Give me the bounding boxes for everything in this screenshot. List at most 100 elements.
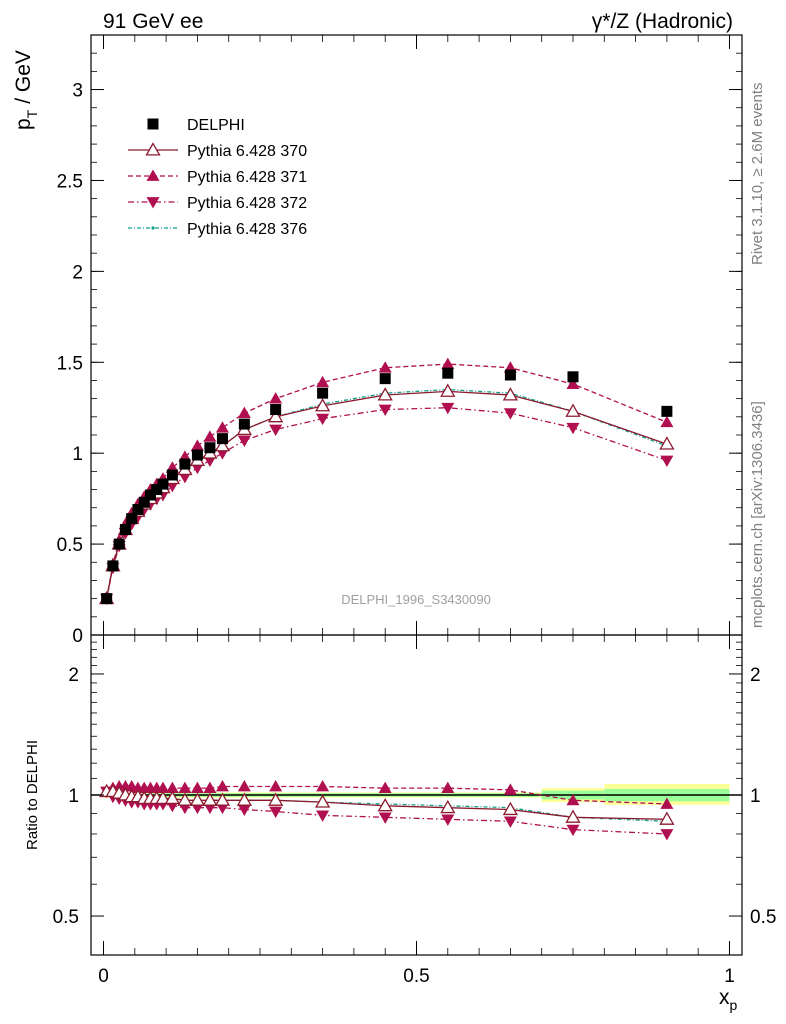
ratio-point-p371-9 xyxy=(156,781,170,794)
point-p372-20 xyxy=(503,408,517,420)
ratio-ytick-label-left-1: 1 xyxy=(68,786,79,807)
series-line-p371 xyxy=(106,363,668,599)
ratio-series-p370 xyxy=(99,783,675,825)
ratio-point-p370-10 xyxy=(164,790,180,805)
legend-entry-p370: Pythia 6.428 370 xyxy=(128,142,307,160)
ratio-panel-series xyxy=(99,779,675,841)
point-p372-22 xyxy=(660,455,674,467)
xlabel-symbol: x xyxy=(719,986,730,1009)
ratio-point-p371-11 xyxy=(178,781,192,794)
ratio-point-p370-17 xyxy=(314,794,331,808)
point-p371-14 xyxy=(215,421,229,433)
point-p372-15 xyxy=(237,435,251,447)
point-data-20 xyxy=(504,369,516,381)
point-data-3 xyxy=(119,524,131,536)
legend-marker-p370 xyxy=(145,142,161,156)
ratio-point-p372-20 xyxy=(503,816,517,828)
legend-label-p370: Pythia 6.428 370 xyxy=(187,143,307,160)
legend-marker-p372 xyxy=(146,197,160,209)
ratio-point-p371-18 xyxy=(378,781,392,794)
point-data-5 xyxy=(132,504,144,516)
legend-label-p376: Pythia 6.428 376 xyxy=(187,221,307,238)
ratio-point-p370-15 xyxy=(236,792,252,806)
point-p372-17 xyxy=(316,413,330,426)
ratio-point-p371-15 xyxy=(237,779,251,792)
ratio-ytick-label-right-1: 1 xyxy=(750,786,761,807)
series-p376 xyxy=(105,387,669,601)
legend-label-data: DELPHI xyxy=(187,117,245,134)
point-data-11 xyxy=(179,458,191,470)
x-axis-label: xp xyxy=(719,986,738,1013)
ratio-point-p372-16 xyxy=(269,806,283,818)
ratio-point-p371-19 xyxy=(441,781,455,794)
point-data-16 xyxy=(270,404,282,416)
legend-label-p372: Pythia 6.428 372 xyxy=(187,195,307,212)
point-p371-22 xyxy=(660,415,674,428)
point-data-4 xyxy=(126,513,138,525)
series-p370 xyxy=(99,383,675,605)
main-ytick-label-0: 0 xyxy=(72,626,83,647)
point-p371-17 xyxy=(316,375,330,388)
point-data-18 xyxy=(379,373,391,385)
analysis-id-label: DELPHI_1996_S3430090 xyxy=(341,592,491,607)
point-p371-15 xyxy=(237,406,251,419)
main-ytick-label-1: 0.5 xyxy=(57,535,83,556)
legend-entry-p371: Pythia 6.428 371 xyxy=(128,169,307,186)
point-data-7 xyxy=(144,489,156,501)
ratio-point-p371-20 xyxy=(503,783,517,795)
series-data xyxy=(101,367,673,605)
point-p370-21 xyxy=(565,403,581,417)
ratio-point-p370-20 xyxy=(502,801,519,816)
point-data-9 xyxy=(157,478,169,490)
ratio-point-p371-10 xyxy=(165,781,179,794)
point-p370-14 xyxy=(214,438,231,452)
ratio-line-p376 xyxy=(106,790,667,822)
point-data-12 xyxy=(191,449,203,461)
ratio-point-p370-16 xyxy=(268,792,284,806)
point-data-1 xyxy=(107,560,119,572)
svg-text:pT/ GeV: pT / GeV xyxy=(12,50,40,130)
series-line-p372 xyxy=(106,407,668,599)
main-ylabel-unit: / GeV xyxy=(12,50,35,104)
ratio-point-p372-17 xyxy=(316,810,330,822)
ratio-ytick-label-right-0: 0.5 xyxy=(750,907,776,928)
point-data-19 xyxy=(442,367,454,379)
xtick-label-1: 0.5 xyxy=(403,966,429,987)
series-p372 xyxy=(100,402,674,606)
ratio-point-p370-12 xyxy=(189,792,206,806)
main-ylabel-subscript: T xyxy=(24,109,40,118)
ratio-ytick-label-right-2: 2 xyxy=(750,665,761,686)
point-p370-22 xyxy=(659,436,675,450)
ratio-point-p370-11 xyxy=(177,792,193,806)
mcplots-label: mcplots.cern.ch [arXiv:1306.3436] xyxy=(749,401,766,628)
ratio-point-p371-22 xyxy=(660,797,674,809)
point-data-2 xyxy=(113,538,125,550)
point-data-6 xyxy=(138,496,150,508)
point-p370-18 xyxy=(377,387,393,401)
ratio-point-p372-22 xyxy=(660,829,674,841)
ratio-point-p372-18 xyxy=(378,812,392,824)
legend-entry-p376: Pythia 6.428 376 xyxy=(128,221,307,238)
ratio-point-p370-21 xyxy=(565,809,581,823)
point-p370-17 xyxy=(314,398,331,412)
point-p371-21 xyxy=(566,377,580,389)
header-right-label: γ*/Z (Hadronic) xyxy=(592,10,733,33)
legend-marker-data xyxy=(147,118,159,130)
ratio-point-p372-15 xyxy=(237,804,251,817)
main-ytick-label-3: 1.5 xyxy=(57,353,83,374)
point-p370-16 xyxy=(268,409,284,423)
point-data-10 xyxy=(166,469,178,481)
point-data-14 xyxy=(216,433,228,445)
point-data-13 xyxy=(204,442,216,454)
ratio-point-p371-12 xyxy=(190,781,204,794)
point-p371-18 xyxy=(378,361,392,373)
ratio-point-p370-19 xyxy=(440,799,456,814)
main-y-axis-label: pT / GeV xyxy=(12,50,40,130)
ratio-point-p371-14 xyxy=(215,779,229,792)
point-p372-18 xyxy=(378,404,392,417)
axes: 0 0.5 1 1.5 2 2.5 3 0 0.5 1 0.5 0.5 1 1 2 2 xyxy=(53,34,776,987)
point-data-17 xyxy=(317,387,329,399)
ratio-point-p370-22 xyxy=(659,811,675,825)
svg-text:xp: xp xyxy=(719,986,738,1013)
